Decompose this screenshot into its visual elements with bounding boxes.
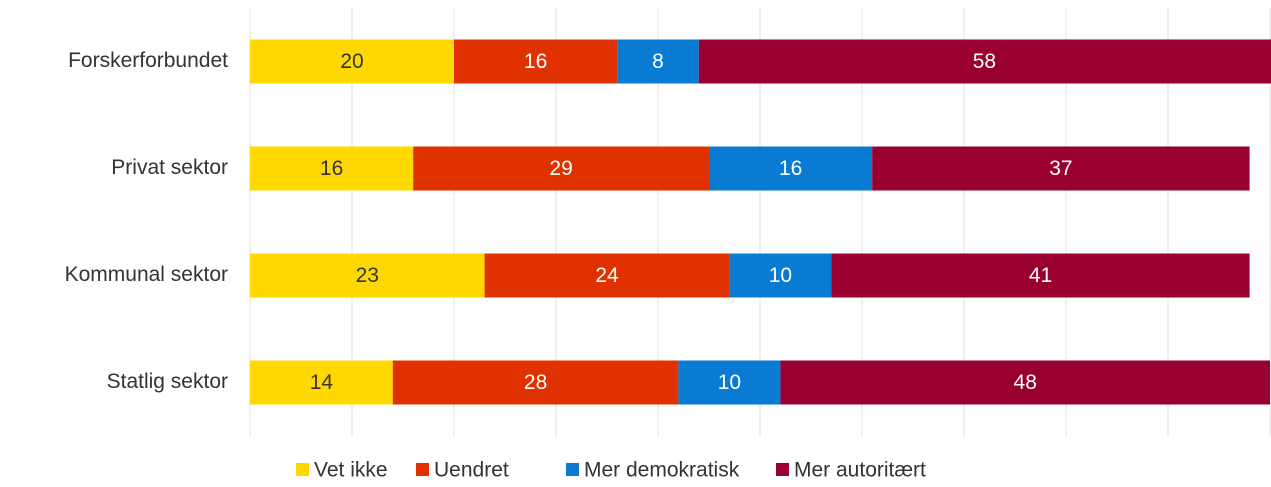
data-label: 10: [718, 371, 741, 394]
bar-segment: [872, 146, 1250, 191]
bar-segment: [250, 39, 454, 84]
legend-label: Uendret: [434, 459, 509, 482]
legend-label: Mer demokratisk: [584, 459, 740, 482]
bar-segment: [250, 360, 393, 405]
legend-swatch: [296, 463, 309, 476]
bar-segment: [780, 360, 1270, 405]
data-label: 10: [769, 264, 792, 287]
data-label: 37: [1049, 157, 1072, 180]
legend-label: Mer autoritært: [794, 459, 926, 482]
legend-label: Vet ikke: [314, 459, 388, 482]
data-label: 28: [524, 371, 547, 394]
data-label: 14: [310, 371, 334, 394]
data-label: 16: [320, 157, 343, 180]
bar-segment: [709, 146, 873, 191]
bar-segment: [617, 39, 699, 84]
data-label: 29: [549, 157, 572, 180]
y-tick-label: Privat sektor: [111, 156, 228, 179]
bar-segment: [454, 39, 618, 84]
bar-segment: [678, 360, 781, 405]
data-label: 16: [524, 50, 547, 73]
legend-swatch: [416, 463, 429, 476]
bar-segment: [698, 39, 1271, 84]
bar-segment: [250, 146, 414, 191]
data-label: 58: [973, 50, 996, 73]
bar-segment: [392, 360, 679, 405]
y-tick-label: Kommunal sektor: [65, 263, 228, 286]
y-tick-label: Statlig sektor: [107, 370, 228, 393]
bar-segment: [484, 253, 730, 298]
bar-segment: [413, 146, 709, 191]
legend-swatch: [776, 463, 789, 476]
data-label: 23: [356, 264, 379, 287]
data-label: 8: [652, 50, 664, 73]
data-label: 24: [595, 264, 619, 287]
y-tick-label: Forskerforbundet: [68, 49, 228, 72]
legend-swatch: [566, 463, 579, 476]
bar-segment: [250, 253, 485, 298]
data-label: 41: [1029, 264, 1052, 287]
data-label: 20: [340, 50, 363, 73]
data-label: 16: [779, 157, 802, 180]
data-label: 48: [1014, 371, 1037, 394]
bar-segment: [831, 253, 1250, 298]
bar-segment: [729, 253, 832, 298]
